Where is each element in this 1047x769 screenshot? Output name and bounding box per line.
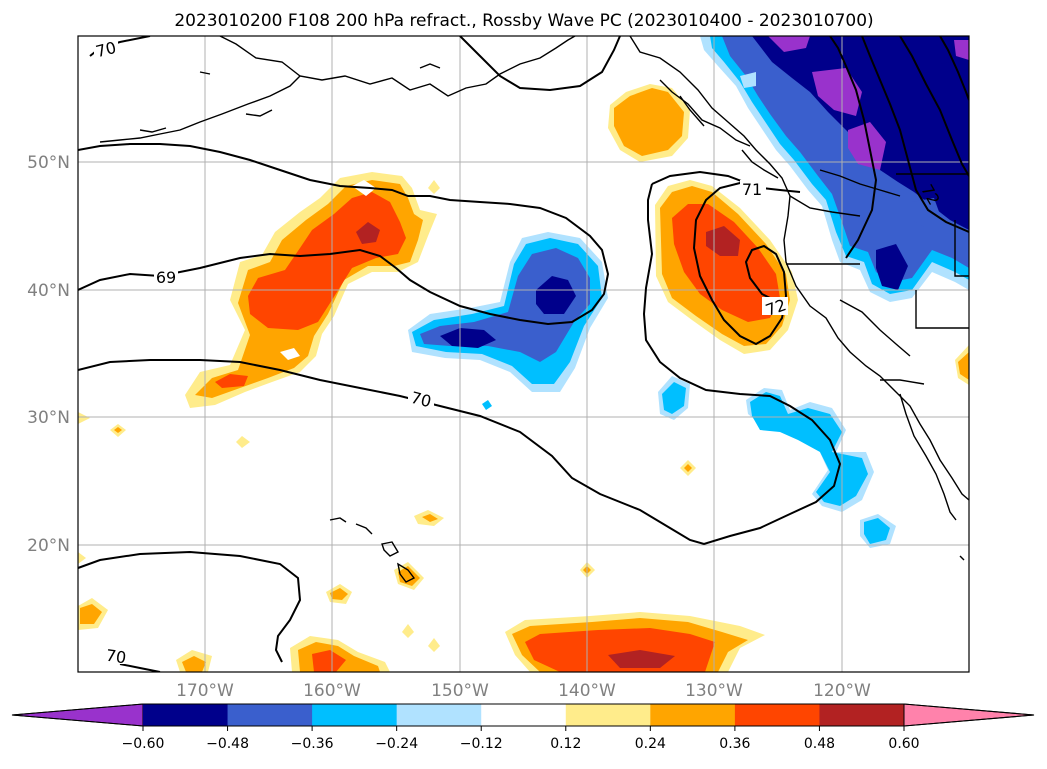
coastlines bbox=[99, 36, 969, 583]
colorbar-bin bbox=[227, 704, 313, 726]
lon-label-130w: 130°W bbox=[685, 681, 743, 701]
colorbar-tick-label: −0.24 bbox=[375, 736, 418, 752]
graticule bbox=[78, 36, 969, 672]
colorbar-bin bbox=[734, 704, 820, 726]
colorbar-tick-label: −0.48 bbox=[206, 736, 249, 752]
chart-title: 2023010200 F108 200 hPa refract., Rossby… bbox=[174, 11, 873, 31]
contour-lines bbox=[78, 36, 969, 672]
colorbar-bin bbox=[650, 704, 736, 726]
map-panel: 70 69 70 71 72 70 72 bbox=[77, 35, 970, 673]
contour-label-71: 71 bbox=[742, 180, 762, 199]
longitude-labels: 170°W 160°W 150°W 140°W 130°W 120°W bbox=[176, 681, 871, 701]
lat-label-20n: 20°N bbox=[27, 536, 70, 556]
contour-label-70-north: 70 bbox=[94, 38, 118, 61]
colorbar-tick-label: 0.24 bbox=[635, 736, 666, 752]
latitude-labels: 50°N 40°N 30°N 20°N bbox=[27, 153, 70, 556]
colorbar-tick-label: 0.12 bbox=[550, 736, 581, 752]
lon-label-140w: 140°W bbox=[558, 681, 616, 701]
lon-label-150w: 150°W bbox=[431, 681, 489, 701]
colorbar-extend-max bbox=[903, 703, 1035, 727]
colorbar-bin bbox=[143, 704, 229, 726]
lat-label-40n: 40°N bbox=[27, 281, 70, 301]
colorbar-tick-label: −0.60 bbox=[122, 736, 165, 752]
lon-label-120w: 120°W bbox=[813, 681, 871, 701]
colorbar-tick-label: −0.36 bbox=[291, 736, 334, 752]
colorbar-bin bbox=[819, 704, 905, 726]
contour-label-70-central: 70 bbox=[409, 388, 433, 411]
colorbar-bin bbox=[565, 704, 651, 726]
lat-label-30n: 30°N bbox=[27, 408, 70, 428]
colorbar-tick-label: −0.12 bbox=[460, 736, 503, 752]
contour-label-70-south: 70 bbox=[105, 646, 128, 668]
map-frame bbox=[77, 35, 970, 673]
colorbar-bin bbox=[312, 704, 398, 726]
colorbar-tick-label: 0.36 bbox=[719, 736, 750, 752]
colorbar-extend-min bbox=[11, 703, 144, 727]
colorbar-bin bbox=[481, 704, 567, 726]
colorbar-tick-label: 0.60 bbox=[888, 736, 919, 752]
lon-label-160w: 160°W bbox=[303, 681, 361, 701]
colorbar-bin bbox=[396, 704, 482, 726]
lat-label-50n: 50°N bbox=[27, 153, 70, 173]
lon-label-170w: 170°W bbox=[176, 681, 234, 701]
contour-label-69: 69 bbox=[156, 268, 176, 287]
colorbar: −0.60 −0.48 −0.36 −0.24 −0.12 0.12 0.24 0.36 0.4… bbox=[11, 703, 1035, 752]
colorbar-tick-label: 0.48 bbox=[804, 736, 835, 752]
